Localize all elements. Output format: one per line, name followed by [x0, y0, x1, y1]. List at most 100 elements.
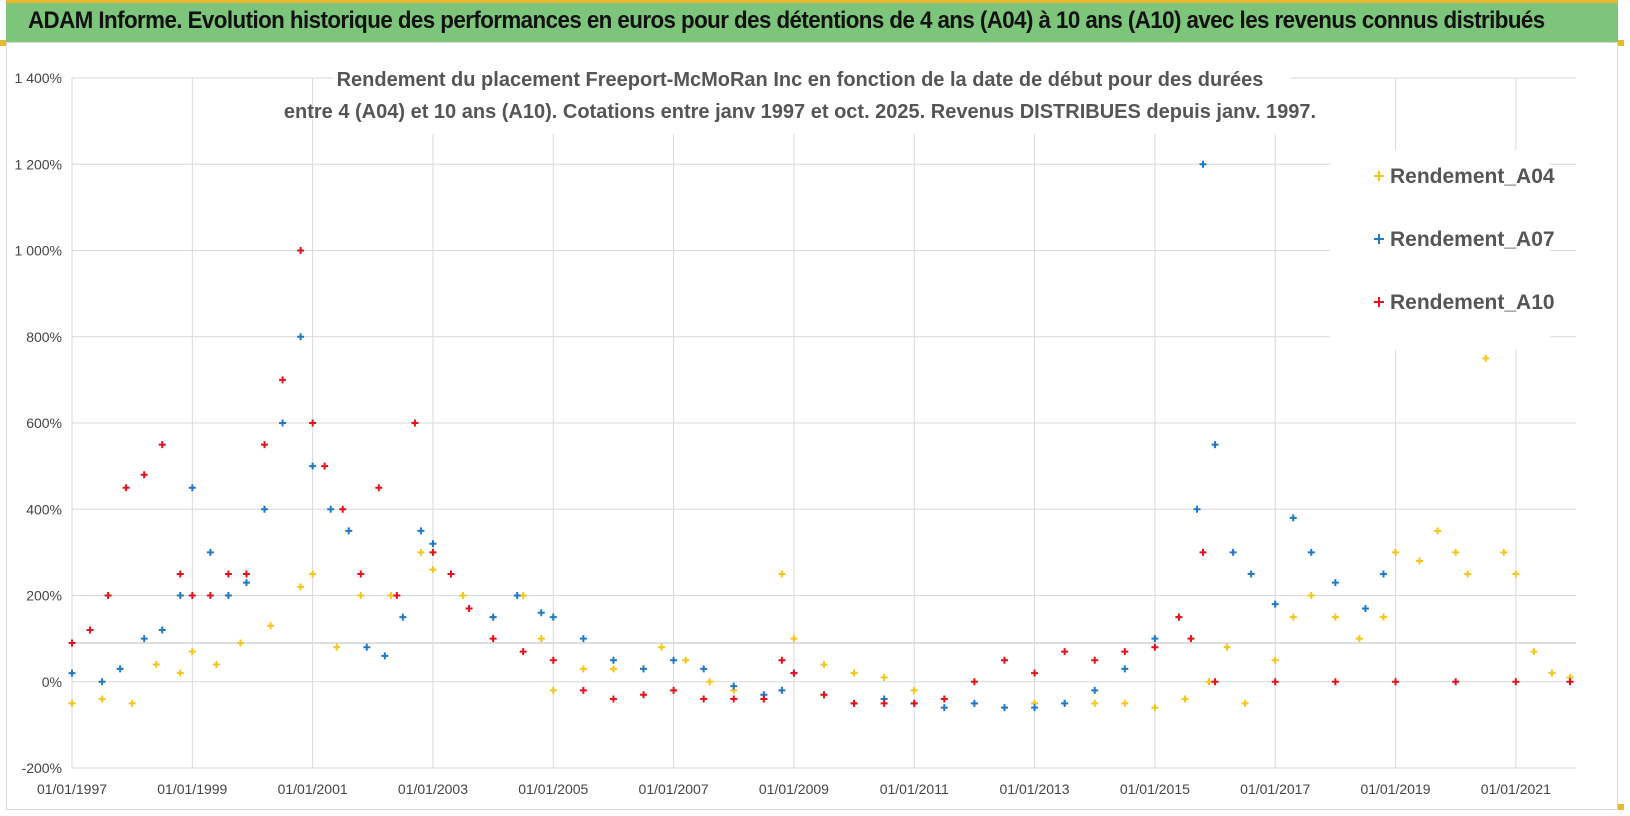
data-point: [236, 639, 244, 647]
y-tick-label: 400%: [26, 501, 62, 517]
data-point: [609, 695, 617, 703]
data-point: [309, 419, 317, 427]
y-tick-label: 1 000%: [15, 243, 62, 259]
data-point: [940, 695, 948, 703]
data-point: [1271, 678, 1279, 686]
data-point: [381, 652, 389, 660]
data-point: [327, 505, 335, 513]
x-tick-label: 01/01/2001: [278, 781, 348, 797]
data-point: [224, 570, 232, 578]
data-point: [940, 704, 948, 712]
data-point: [1229, 548, 1237, 556]
data-point: [375, 484, 383, 492]
data-point: [609, 656, 617, 664]
data-point: [1223, 643, 1231, 651]
data-point: [1247, 570, 1255, 578]
data-point: [1392, 548, 1400, 556]
legend-marker: [1374, 171, 1384, 181]
series-Rendement_A10: [68, 247, 1574, 707]
data-point: [1091, 656, 1099, 664]
data-point: [1361, 604, 1369, 612]
data-point: [429, 548, 437, 556]
data-point: [1091, 699, 1099, 707]
data-point: [519, 592, 527, 599]
data-point: [489, 635, 497, 643]
x-tick-label: 01/01/2005: [518, 781, 588, 797]
data-point: [1199, 160, 1207, 168]
data-point: [1175, 613, 1183, 621]
data-point: [790, 669, 798, 677]
legend-label: Rendement_A07: [1390, 228, 1555, 251]
data-point: [970, 699, 978, 707]
data-point: [188, 648, 196, 656]
data-point: [1151, 704, 1159, 712]
data-point: [1187, 635, 1195, 643]
data-point: [459, 592, 467, 599]
data-point: [1289, 613, 1297, 621]
data-point: [537, 609, 545, 617]
data-point: [98, 678, 106, 686]
data-point: [778, 686, 786, 694]
data-point: [279, 419, 287, 427]
legend-label: Rendement_A04: [1390, 165, 1555, 188]
data-point: [363, 643, 371, 651]
data-point: [760, 695, 768, 703]
legend-marker: [1374, 297, 1384, 307]
data-point: [104, 592, 112, 599]
y-tick-label: 200%: [26, 588, 62, 604]
data-point: [1205, 678, 1213, 686]
data-point: [1151, 635, 1159, 643]
data-point: [176, 669, 184, 677]
data-point: [212, 661, 220, 668]
y-tick-label: 800%: [26, 329, 62, 345]
data-point: [1452, 678, 1460, 686]
data-point: [850, 669, 858, 677]
data-point: [279, 376, 287, 384]
data-point: [609, 665, 617, 673]
data-point: [1452, 548, 1460, 556]
data-point: [399, 613, 407, 621]
data-point: [549, 686, 557, 694]
data-point: [820, 691, 828, 699]
data-point: [1512, 570, 1520, 578]
data-point: [68, 639, 76, 647]
data-point: [140, 635, 148, 643]
data-point: [670, 686, 678, 694]
y-tick-label: 600%: [26, 415, 62, 431]
x-tick-label: 01/01/2021: [1481, 781, 1551, 797]
data-point: [357, 570, 365, 578]
data-point: [1331, 678, 1339, 686]
data-point: [188, 484, 196, 492]
data-point: [778, 570, 786, 578]
data-point: [176, 570, 184, 578]
series-Rendement_A07: [68, 160, 1387, 712]
data-point: [513, 592, 521, 599]
data-point: [242, 570, 250, 578]
data-point: [206, 592, 214, 599]
data-point: [579, 635, 587, 643]
data-point: [297, 333, 305, 341]
banner-title: ADAM Informe. Evolution historique des p…: [28, 7, 1545, 34]
data-point: [309, 462, 317, 470]
data-point: [670, 656, 678, 664]
data-point: [1121, 648, 1129, 656]
data-point: [1121, 665, 1129, 673]
x-tick-label: 01/01/2003: [398, 781, 468, 797]
data-point: [850, 699, 858, 707]
data-point: [206, 548, 214, 556]
data-point: [393, 592, 401, 599]
data-point: [910, 686, 918, 694]
data-point: [242, 579, 250, 587]
x-tick-label: 01/01/2013: [1000, 781, 1070, 797]
data-point: [1379, 613, 1387, 621]
data-point: [1031, 704, 1039, 712]
legend-box: [1330, 150, 1550, 350]
data-point: [411, 419, 419, 427]
legend-marker: [1374, 234, 1384, 244]
data-point: [790, 635, 798, 643]
data-point: [1307, 548, 1315, 556]
data-point: [1091, 686, 1099, 694]
chart-frame: [6, 42, 1618, 810]
x-tick-label: 01/01/2019: [1360, 781, 1430, 797]
